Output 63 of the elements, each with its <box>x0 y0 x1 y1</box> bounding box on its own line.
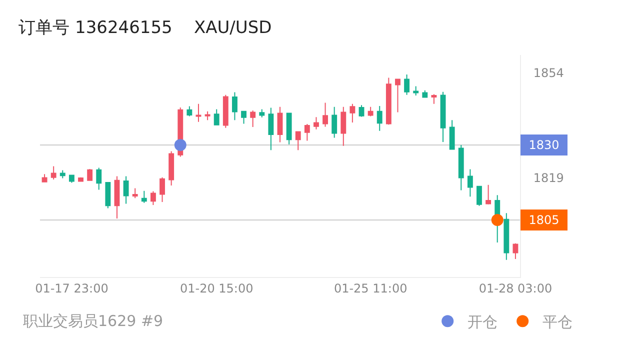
chart-title: 订单号 136246155 XAU/USD <box>18 18 272 38</box>
ref-line-label: 1805 <box>528 213 560 227</box>
candlestick <box>358 104 364 118</box>
candlestick <box>132 188 138 199</box>
candlestick <box>512 242 518 260</box>
candlestick <box>350 103 356 123</box>
candlestick <box>204 110 210 121</box>
ref-line-label: 1830 <box>528 138 560 152</box>
candlestick <box>241 110 246 124</box>
candlestick <box>440 91 446 142</box>
y-tick-label: 1854 <box>533 66 564 80</box>
candlestick <box>214 108 220 126</box>
candlestick <box>268 107 274 151</box>
x-tick-label: 01-28 03:00 <box>478 281 552 296</box>
candlestick <box>386 77 392 126</box>
candlestick <box>186 106 192 117</box>
x-tick-label: 01-20 15:00 <box>180 281 254 296</box>
candlestick <box>422 90 428 98</box>
legend-label: 平仓 <box>542 313 573 331</box>
candlestick <box>250 110 256 128</box>
candlestick <box>123 176 129 204</box>
candlestick <box>322 102 328 128</box>
candlestick <box>449 120 455 150</box>
candlestick <box>286 112 292 145</box>
candlestick <box>78 176 84 182</box>
candlestick <box>458 144 464 191</box>
x-tick-label: 01-25 11:00 <box>334 281 408 296</box>
candlestick <box>150 190 156 206</box>
candlestick <box>376 106 382 132</box>
candlestick <box>160 176 165 202</box>
candlestick <box>340 106 346 146</box>
candlestick <box>96 167 102 190</box>
candlestick <box>114 176 120 219</box>
legend-label: 开仓 <box>468 313 498 331</box>
candlestick <box>196 103 202 122</box>
y-tick-label: 1819 <box>533 171 564 186</box>
candlestick <box>295 131 301 151</box>
candlestick <box>431 94 437 104</box>
candlestick <box>232 92 238 121</box>
candlestick <box>486 184 492 205</box>
candlestick <box>87 168 93 181</box>
candlestick <box>42 174 48 182</box>
candlestick <box>105 182 111 209</box>
candlestick <box>467 168 473 198</box>
candlestick <box>68 174 74 184</box>
candlestick <box>476 186 482 206</box>
candlestick <box>395 78 400 113</box>
candlestick <box>304 124 310 142</box>
candlestick <box>222 94 228 128</box>
x-tick-label: 01-17 23:00 <box>35 281 108 296</box>
candlestick <box>404 74 410 96</box>
candlestick <box>504 212 510 260</box>
candlestick <box>50 166 56 180</box>
candlestick <box>314 116 319 130</box>
text: 职业交易员1629 #9 <box>23 312 164 330</box>
candlestick <box>168 150 174 186</box>
candlestick <box>141 190 147 204</box>
candlestick <box>60 170 66 179</box>
candlestick <box>368 106 374 117</box>
candlestick <box>332 106 338 138</box>
candlestick <box>413 86 419 96</box>
candlestick <box>259 108 265 118</box>
candlestick <box>277 106 283 143</box>
